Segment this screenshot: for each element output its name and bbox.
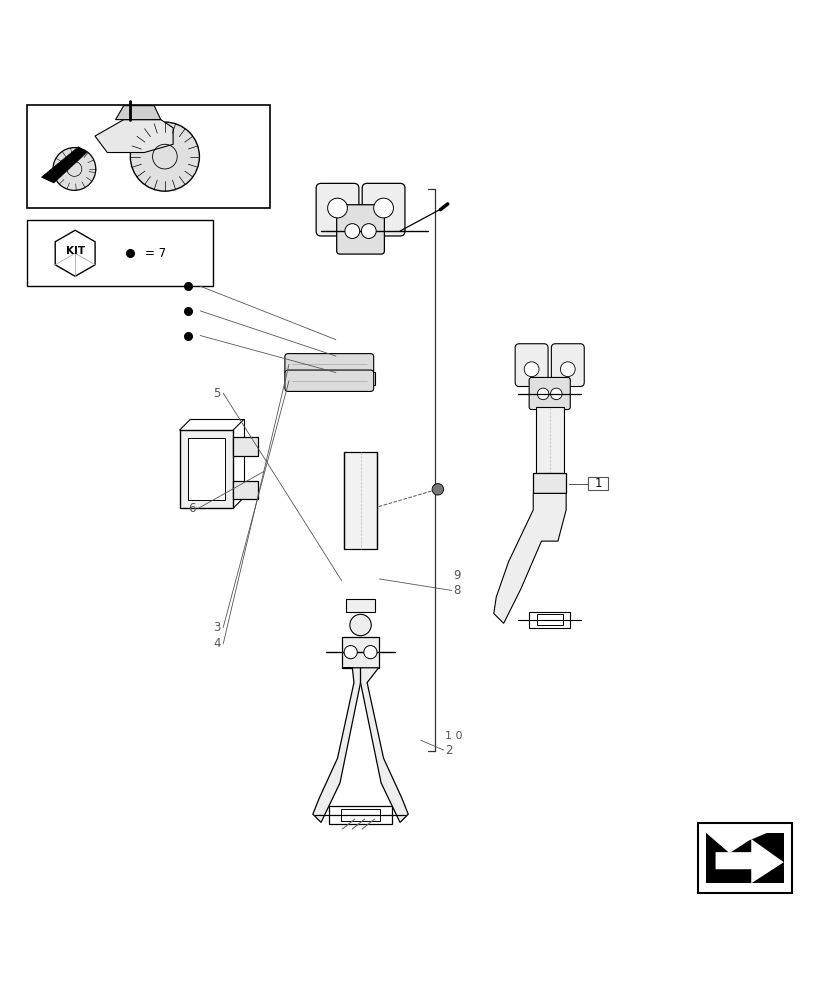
FancyBboxPatch shape	[316, 183, 358, 236]
Text: 3: 3	[213, 621, 221, 634]
Circle shape	[373, 198, 393, 218]
Bar	[697, 823, 791, 893]
FancyBboxPatch shape	[337, 205, 384, 254]
FancyBboxPatch shape	[551, 344, 584, 387]
Polygon shape	[705, 833, 783, 883]
Bar	[533, 473, 566, 493]
FancyBboxPatch shape	[514, 344, 547, 387]
Polygon shape	[116, 106, 160, 120]
Bar	[528, 612, 570, 628]
Text: 8: 8	[453, 584, 461, 597]
Polygon shape	[41, 147, 87, 183]
Text: 1: 1	[594, 477, 601, 490]
Bar	[346, 372, 375, 385]
Circle shape	[550, 388, 562, 400]
Circle shape	[327, 198, 347, 218]
Text: 4: 4	[213, 637, 221, 650]
Bar	[27, 105, 270, 208]
Bar	[188, 438, 225, 500]
Circle shape	[361, 224, 375, 238]
Polygon shape	[493, 493, 566, 623]
Text: 2: 2	[445, 744, 452, 757]
Bar	[346, 599, 375, 612]
Polygon shape	[360, 668, 408, 822]
Polygon shape	[715, 839, 783, 883]
Bar	[27, 220, 213, 286]
FancyBboxPatch shape	[361, 183, 404, 236]
Bar	[179, 430, 233, 508]
Bar	[700, 827, 788, 890]
FancyBboxPatch shape	[284, 354, 373, 375]
Circle shape	[537, 388, 548, 400]
Bar	[536, 614, 562, 625]
Text: KIT: KIT	[65, 246, 84, 256]
Bar	[341, 809, 380, 821]
Circle shape	[523, 362, 538, 377]
Polygon shape	[705, 833, 766, 853]
FancyBboxPatch shape	[528, 377, 570, 410]
Circle shape	[53, 148, 96, 190]
Bar	[329, 806, 391, 824]
Circle shape	[344, 646, 356, 659]
Text: = 7: = 7	[145, 247, 166, 260]
Text: 6: 6	[189, 502, 196, 515]
Circle shape	[130, 122, 199, 191]
Polygon shape	[313, 668, 360, 822]
Circle shape	[350, 614, 370, 636]
Bar	[535, 407, 563, 473]
Text: 9: 9	[453, 569, 461, 582]
Polygon shape	[95, 120, 173, 153]
Text: 1 0: 1 0	[445, 731, 462, 741]
Bar	[344, 452, 376, 549]
Circle shape	[560, 362, 575, 377]
Text: 5: 5	[213, 387, 221, 400]
Bar	[233, 437, 257, 456]
Circle shape	[345, 224, 359, 238]
FancyBboxPatch shape	[284, 370, 373, 391]
Circle shape	[363, 646, 376, 659]
Polygon shape	[55, 230, 95, 276]
Circle shape	[432, 484, 443, 495]
Bar	[233, 481, 257, 499]
Bar	[342, 637, 378, 668]
Bar	[588, 477, 607, 490]
